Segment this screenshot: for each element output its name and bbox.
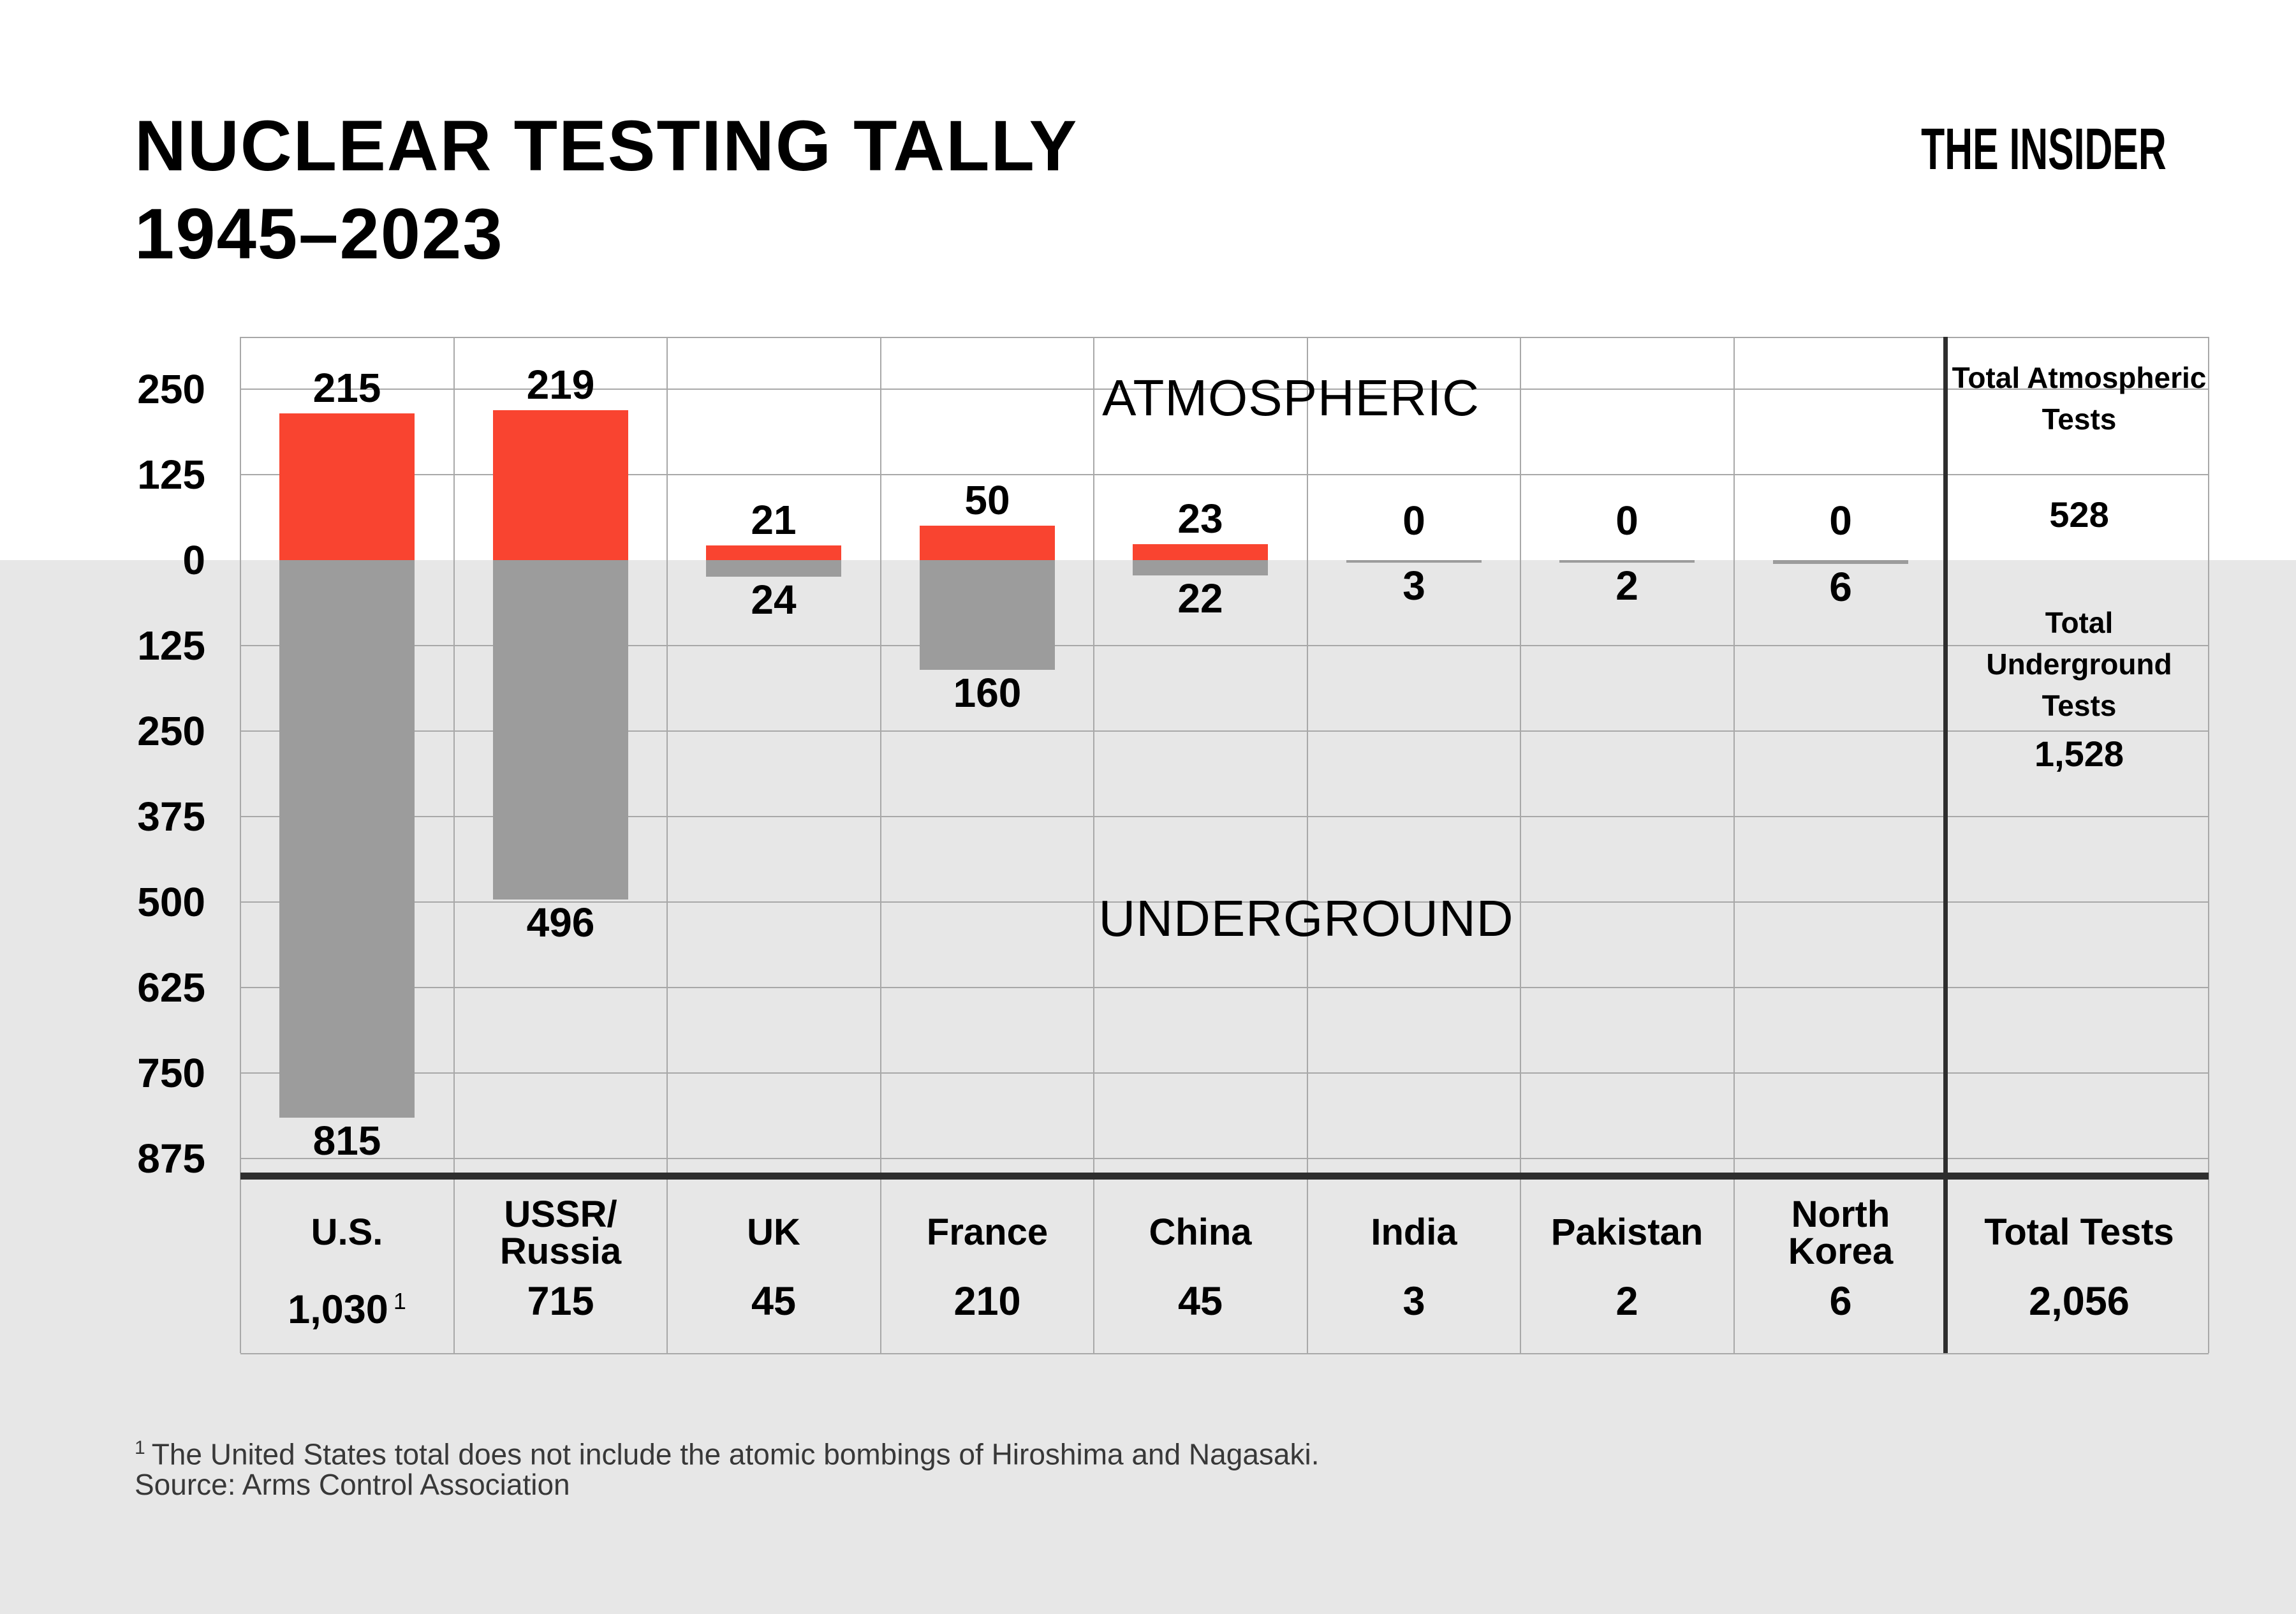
table-country-label: Pakistan	[1550, 1211, 1704, 1253]
axis-tick-label: 250	[137, 366, 205, 412]
axis-tick-label: 375	[137, 794, 205, 840]
table-country-label: China	[1149, 1211, 1252, 1253]
axis-tick-label: 625	[137, 965, 205, 1011]
total-tests-value: 2,056	[2029, 1279, 2130, 1324]
title-line-2: 1945–2023	[135, 194, 504, 274]
atmospheric-bar	[493, 410, 628, 560]
atmospheric-value-label: 215	[313, 365, 381, 411]
underground-bar	[493, 560, 628, 900]
underground-bar	[1559, 560, 1695, 563]
axis-tick-label: 0	[182, 537, 205, 583]
total-atmospheric-title: Total Atmospheric Tests	[1952, 361, 2207, 436]
atmospheric-zone-label: ATMOSPHERIC	[1102, 369, 1480, 426]
footnote-line-1: 1 The United States total does not includ…	[135, 1430, 1319, 1472]
table-country-total: 2	[1615, 1279, 1638, 1324]
table-country-total: 45	[1177, 1279, 1223, 1324]
table-country-total: 1,030 1	[288, 1287, 406, 1332]
gridline	[240, 901, 2209, 903]
total-tests-label: Total Tests	[1984, 1211, 2174, 1253]
total-underground-value: 1,528	[2034, 734, 2124, 774]
column-separator	[666, 337, 668, 1353]
atmospheric-bar	[920, 526, 1055, 560]
table-country-label: North Korea	[1788, 1194, 1894, 1272]
column-separator	[240, 337, 241, 1353]
underground-value-label: 496	[526, 900, 595, 945]
axis-tick-label: 125	[137, 623, 205, 669]
brand-logo: THE INSIDER	[1795, 116, 2167, 183]
underground-value-label: 3	[1402, 563, 1425, 609]
underground-value-label: 6	[1829, 564, 1852, 610]
atmospheric-value-label: 21	[751, 497, 797, 543]
gridline	[240, 474, 2209, 475]
underground-bar	[1773, 560, 1908, 564]
underground-bar	[1133, 560, 1268, 575]
axis-tick-label: 875	[137, 1136, 205, 1181]
gridline	[240, 730, 2209, 732]
footnote-text: The United States total does not include…	[151, 1437, 1320, 1471]
underground-value-label: 22	[1177, 575, 1223, 621]
atmospheric-value-label: 50	[964, 477, 1010, 523]
table-country-label: UK	[747, 1211, 800, 1253]
underground-bar	[279, 560, 415, 1118]
table-country-label: USSR/Russia	[499, 1194, 622, 1272]
total-atmospheric-value: 528	[2049, 494, 2109, 535]
table-country-label: India	[1371, 1211, 1457, 1253]
footnote-marker: 1	[393, 1288, 406, 1314]
page-title: NUCLEAR TESTING TALLY 1945–2023	[135, 102, 1078, 278]
total-underground-title: Total Underground Tests	[1986, 606, 2172, 722]
chart-top-border	[240, 337, 2209, 338]
atmospheric-bar	[279, 413, 415, 560]
footnote-source: Source: Arms Control Association	[135, 1468, 570, 1501]
underground-value-label: 2	[1615, 563, 1638, 609]
column-separator	[1093, 337, 1094, 1353]
atmospheric-value-label: 0	[1615, 498, 1638, 544]
gridline	[240, 1158, 2209, 1159]
axis-tick-label: 750	[137, 1050, 205, 1096]
atmospheric-bar	[1133, 544, 1268, 560]
gridline	[240, 987, 2209, 988]
gridline	[240, 816, 2209, 817]
totals-divider-line	[1943, 337, 1948, 1353]
table-country-label: U.S.	[311, 1211, 383, 1253]
atmospheric-value-label: 0	[1829, 498, 1852, 544]
atmospheric-value-label: 219	[526, 362, 595, 408]
atmospheric-bar	[706, 545, 841, 560]
table-country-total: 3	[1402, 1279, 1425, 1324]
title-line-1: NUCLEAR TESTING TALLY	[135, 106, 1078, 186]
underground-value-label: 24	[751, 577, 797, 623]
column-separator	[453, 337, 455, 1353]
table-country-total: 210	[953, 1279, 1021, 1324]
atmospheric-value-label: 23	[1177, 496, 1223, 542]
underground-zone-label: UNDERGROUND	[1098, 890, 1514, 947]
underground-value-label: 160	[953, 670, 1022, 716]
underground-value-label: 815	[313, 1118, 381, 1164]
gridline	[240, 645, 2209, 646]
axis-tick-label: 500	[137, 879, 205, 925]
column-separator	[1733, 337, 1735, 1353]
column-separator	[880, 337, 881, 1353]
axis-tick-label: 250	[137, 708, 205, 754]
underground-bar	[1346, 560, 1482, 563]
brand-logo-text: THE INSIDER	[1921, 117, 2167, 182]
table-bottom-border	[240, 1353, 2209, 1354]
table-country-total: 715	[527, 1279, 594, 1324]
table-country-total: 45	[751, 1279, 797, 1324]
underground-bar	[920, 560, 1055, 670]
chart-right-border	[2208, 337, 2209, 1353]
underground-bar	[706, 560, 841, 577]
footnote-marker: 1	[135, 1437, 145, 1458]
gridline	[240, 1072, 2209, 1074]
column-separator	[1520, 337, 1521, 1353]
table-country-label: France	[926, 1211, 1049, 1253]
atmospheric-value-label: 0	[1402, 498, 1425, 544]
gridline	[240, 389, 2209, 390]
column-separator	[1307, 337, 1308, 1353]
table-top-border	[240, 1173, 2209, 1180]
table-country-total: 6	[1829, 1279, 1852, 1324]
axis-tick-label: 125	[137, 452, 205, 498]
